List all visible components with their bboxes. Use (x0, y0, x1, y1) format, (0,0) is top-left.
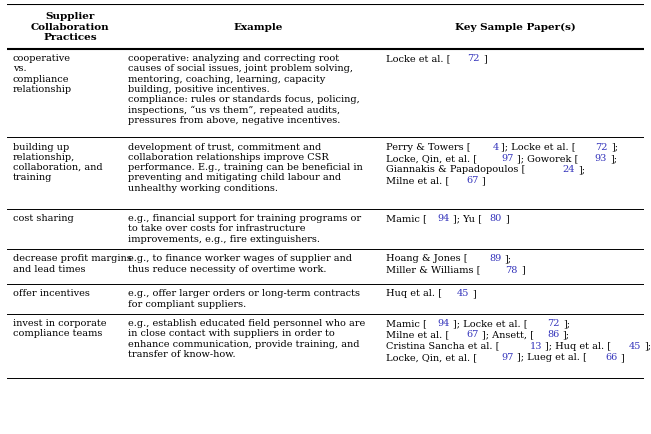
Text: 97: 97 (501, 154, 514, 163)
Text: cooperative: analyzing and correcting root
causes of social issues, joint proble: cooperative: analyzing and correcting ro… (128, 54, 359, 125)
Text: ]; Yu [: ]; Yu [ (453, 214, 482, 223)
Text: 66: 66 (605, 353, 617, 362)
Text: 80: 80 (490, 214, 502, 223)
Text: invest in corporate
compliance teams: invest in corporate compliance teams (13, 319, 106, 339)
Text: e.g., to finance worker wages of supplier and
thus reduce necessity of overtime : e.g., to finance worker wages of supplie… (128, 254, 352, 274)
Text: ]: ] (505, 214, 509, 223)
Text: Locke et al. [: Locke et al. [ (386, 54, 450, 63)
Text: Locke, Qin, et al. [: Locke, Qin, et al. [ (386, 154, 477, 163)
Text: ]: ] (482, 176, 486, 185)
Text: 72: 72 (467, 54, 480, 63)
Text: 78: 78 (505, 266, 518, 275)
Text: Miller & Williams [: Miller & Williams [ (386, 266, 480, 275)
Text: ]: ] (473, 289, 476, 298)
Text: ];: ]; (611, 143, 618, 151)
Text: Mamic [: Mamic [ (386, 214, 427, 223)
Text: Locke, Qin, et al. [: Locke, Qin, et al. [ (386, 353, 477, 362)
Text: Giannakis & Papadopoulos [: Giannakis & Papadopoulos [ (386, 165, 525, 174)
Text: ]: ] (620, 353, 624, 362)
Text: ]: ] (521, 266, 525, 275)
Text: Cristina Sancha et al. [: Cristina Sancha et al. [ (386, 342, 499, 351)
Text: ];: ]; (610, 154, 617, 163)
Text: e.g., offer larger orders or long-term contracts
for compliant suppliers.: e.g., offer larger orders or long-term c… (128, 289, 360, 309)
Text: Hoang & Jones [: Hoang & Jones [ (386, 254, 467, 263)
Text: 67: 67 (466, 176, 478, 185)
Text: development of trust, commitment and
collaboration relationships improve CSR
per: development of trust, commitment and col… (128, 143, 363, 193)
Text: 94: 94 (437, 214, 450, 223)
Text: Perry & Towers [: Perry & Towers [ (386, 143, 471, 151)
Text: Example: Example (234, 23, 283, 32)
Text: Supplier
Collaboration
Practices: Supplier Collaboration Practices (31, 13, 109, 42)
Text: 72: 72 (595, 143, 607, 151)
Text: 93: 93 (594, 154, 607, 163)
Text: Milne et al. [: Milne et al. [ (386, 330, 449, 339)
Text: ]: ] (483, 54, 487, 63)
Text: 97: 97 (501, 353, 514, 362)
Text: Key Sample Paper(s): Key Sample Paper(s) (454, 23, 575, 32)
Text: 24: 24 (562, 165, 575, 174)
Text: 72: 72 (547, 319, 560, 328)
Text: ]; Goworek [: ]; Goworek [ (517, 154, 578, 163)
Text: 4: 4 (493, 143, 499, 151)
Text: cooperative
vs.
compliance
relationship: cooperative vs. compliance relationship (13, 54, 72, 94)
Text: ]; Ansett, [: ]; Ansett, [ (482, 330, 533, 339)
Text: ];: ]; (505, 254, 512, 263)
Text: ]; Lueg et al. [: ]; Lueg et al. [ (517, 353, 587, 362)
Text: e.g., establish educated field personnel who are
in close contact with suppliers: e.g., establish educated field personnel… (128, 319, 365, 359)
Text: building up
relationship,
collaboration, and
training: building up relationship, collaboration,… (13, 143, 102, 182)
Text: ]; Locke et al. [: ]; Locke et al. [ (501, 143, 575, 151)
Text: 13: 13 (529, 342, 542, 351)
Text: ];: ]; (563, 319, 570, 328)
Text: ];: ]; (578, 165, 585, 174)
Text: ];: ]; (644, 342, 651, 351)
Text: decrease profit margins
and lead times: decrease profit margins and lead times (13, 254, 132, 274)
Text: ];: ]; (562, 330, 570, 339)
Text: 94: 94 (437, 319, 450, 328)
Text: 89: 89 (489, 254, 501, 263)
Text: 45: 45 (457, 289, 469, 298)
Text: e.g., financial support for training programs or
to take over costs for infrastr: e.g., financial support for training pro… (128, 214, 361, 243)
Text: 67: 67 (466, 330, 478, 339)
Text: ]; Locke et al. [: ]; Locke et al. [ (453, 319, 528, 328)
Text: ]; Huq et al. [: ]; Huq et al. [ (546, 342, 611, 351)
Text: Mamic [: Mamic [ (386, 319, 427, 328)
Text: offer incentives: offer incentives (13, 289, 90, 298)
Text: Huq et al. [: Huq et al. [ (386, 289, 442, 298)
Text: cost sharing: cost sharing (13, 214, 74, 223)
Text: Milne et al. [: Milne et al. [ (386, 176, 449, 185)
Text: 86: 86 (547, 330, 559, 339)
Text: 45: 45 (629, 342, 641, 351)
